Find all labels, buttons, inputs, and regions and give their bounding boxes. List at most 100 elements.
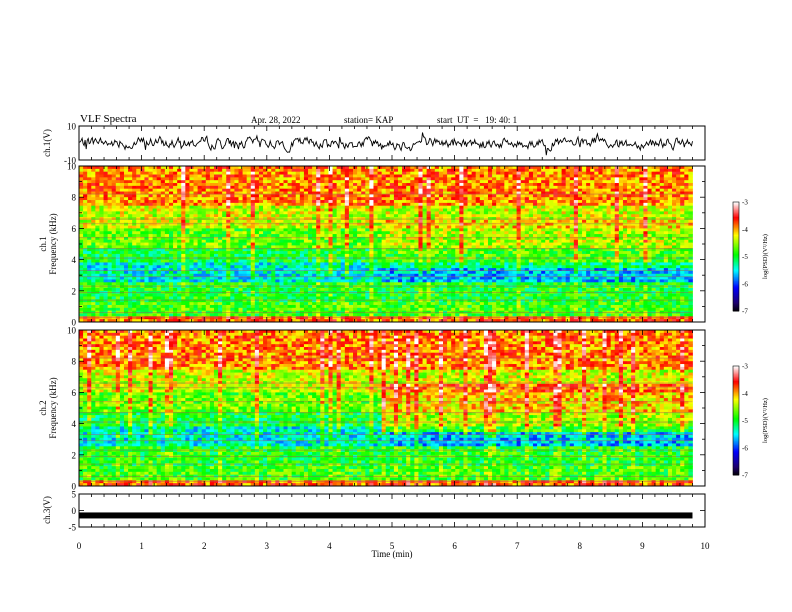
spectrogram-cell <box>365 262 370 266</box>
spectrogram-cell <box>377 197 383 201</box>
spectrogram-cell <box>246 183 252 187</box>
spectrogram-cell <box>230 197 235 201</box>
spectrogram-cell <box>279 262 284 266</box>
spectrogram-cell <box>340 205 346 209</box>
spectrogram-cell <box>177 265 182 269</box>
spectrogram-cell <box>328 236 333 241</box>
spectrogram-cell <box>258 251 264 255</box>
spectrogram-cell <box>115 259 121 263</box>
spectrogram-cell <box>418 242 423 246</box>
spectrogram-cell <box>193 248 199 252</box>
spectrogram-cell <box>267 276 272 280</box>
spectrogram-cell <box>381 183 387 187</box>
spectrogram-cell <box>148 166 154 170</box>
spectrogram-cell <box>238 319 243 323</box>
spectrogram-cell <box>103 214 109 218</box>
spectrogram-cell <box>393 211 399 215</box>
spectrogram-cell <box>148 236 154 241</box>
spectrogram-cell <box>181 188 186 192</box>
spectrogram-cell <box>258 194 264 198</box>
spectrogram-cell <box>361 265 366 269</box>
spectrogram-cell <box>353 304 358 309</box>
spectrogram-cell <box>344 236 350 241</box>
spectrogram-cell <box>144 197 149 201</box>
spectrogram-cell <box>123 234 129 238</box>
spectrogram-cell <box>87 236 92 241</box>
spectrogram-cell <box>222 276 227 280</box>
spectrogram-cell <box>185 197 190 201</box>
spectrogram-cell <box>263 279 268 283</box>
spectrogram-cell <box>443 222 448 226</box>
spectrogram-cell <box>222 185 227 190</box>
spectrogram-cell <box>303 268 309 272</box>
spectrogram-cell <box>99 208 104 212</box>
spectrogram-cell <box>119 219 125 224</box>
spectrogram-cell <box>111 319 117 323</box>
spectrogram-cell <box>205 304 211 309</box>
spectrogram-cell <box>164 191 170 195</box>
spectrogram-cell <box>123 251 129 255</box>
spectrogram-cell <box>299 253 305 258</box>
spectrogram-cell <box>103 287 109 292</box>
spectrogram-cell <box>234 296 239 300</box>
spectrogram-cell <box>406 304 411 309</box>
spectrogram-cell <box>160 197 166 201</box>
spectrogram-cell <box>140 200 145 204</box>
spectrogram-cell <box>418 265 423 269</box>
spectrogram-cell <box>128 171 133 175</box>
spectrogram-cell <box>250 166 256 170</box>
spectrogram-cell <box>389 304 395 309</box>
spectrogram-cell <box>418 268 423 272</box>
spectrogram-cell <box>234 236 239 241</box>
spectrogram-cell <box>291 222 297 226</box>
spectrogram-cell <box>287 205 293 209</box>
spectrogram-cell <box>422 214 428 218</box>
spectrogram-cell <box>119 299 125 303</box>
spectrogram-cell <box>340 296 346 300</box>
spectrogram-cell <box>353 242 358 246</box>
spectrogram-cell <box>328 248 333 252</box>
spectrogram-cell <box>115 234 121 238</box>
spectrogram-cell <box>271 285 276 289</box>
spectrogram-cell <box>115 197 121 201</box>
spectrogram-cell <box>332 319 338 323</box>
spectrogram-cell <box>389 245 395 249</box>
spectrogram-cell <box>95 307 100 312</box>
spectrogram-cell <box>123 282 129 286</box>
spectrogram-cell <box>177 191 182 195</box>
spectrogram-cell <box>287 234 293 238</box>
spectrogram-cell <box>410 177 415 181</box>
spectrogram-cell <box>250 299 256 303</box>
spectrogram-cell <box>250 262 256 266</box>
spectrogram-cell <box>361 171 366 175</box>
spectrogram-cell <box>156 242 162 246</box>
spectrogram-cell <box>438 231 444 235</box>
spectrogram-cell <box>136 302 141 306</box>
spectrogram-cell <box>205 313 211 317</box>
spectrogram-cell <box>267 251 272 255</box>
spectrogram-cell <box>279 208 284 212</box>
spectrogram-cell <box>385 171 391 175</box>
spectrogram-cell <box>230 236 235 241</box>
spectrogram-cell <box>160 245 166 249</box>
spectrogram-cell <box>271 166 276 170</box>
spectrogram-cell <box>250 177 256 181</box>
spectrogram-cell <box>140 299 145 303</box>
spectrogram-cell <box>295 183 301 187</box>
spectrogram-cell <box>177 239 182 243</box>
spectrogram-cell <box>312 245 317 249</box>
spectrogram-cell <box>226 219 231 224</box>
spectrogram-cell <box>320 197 325 201</box>
spectrogram-cell <box>369 253 374 258</box>
spectrogram-cell <box>398 168 403 173</box>
spectrogram-cell <box>291 251 297 255</box>
spectrogram-cell <box>230 251 235 255</box>
spectrogram-cell <box>160 259 166 263</box>
spectrogram-cell <box>254 205 260 209</box>
spectrogram-cell <box>193 236 199 241</box>
spectrogram-cell <box>389 234 395 238</box>
spectrogram-cell <box>79 183 84 187</box>
spectrogram-cell <box>348 273 354 278</box>
spectrogram-cell <box>205 166 211 170</box>
spectrogram-cell <box>173 242 178 246</box>
